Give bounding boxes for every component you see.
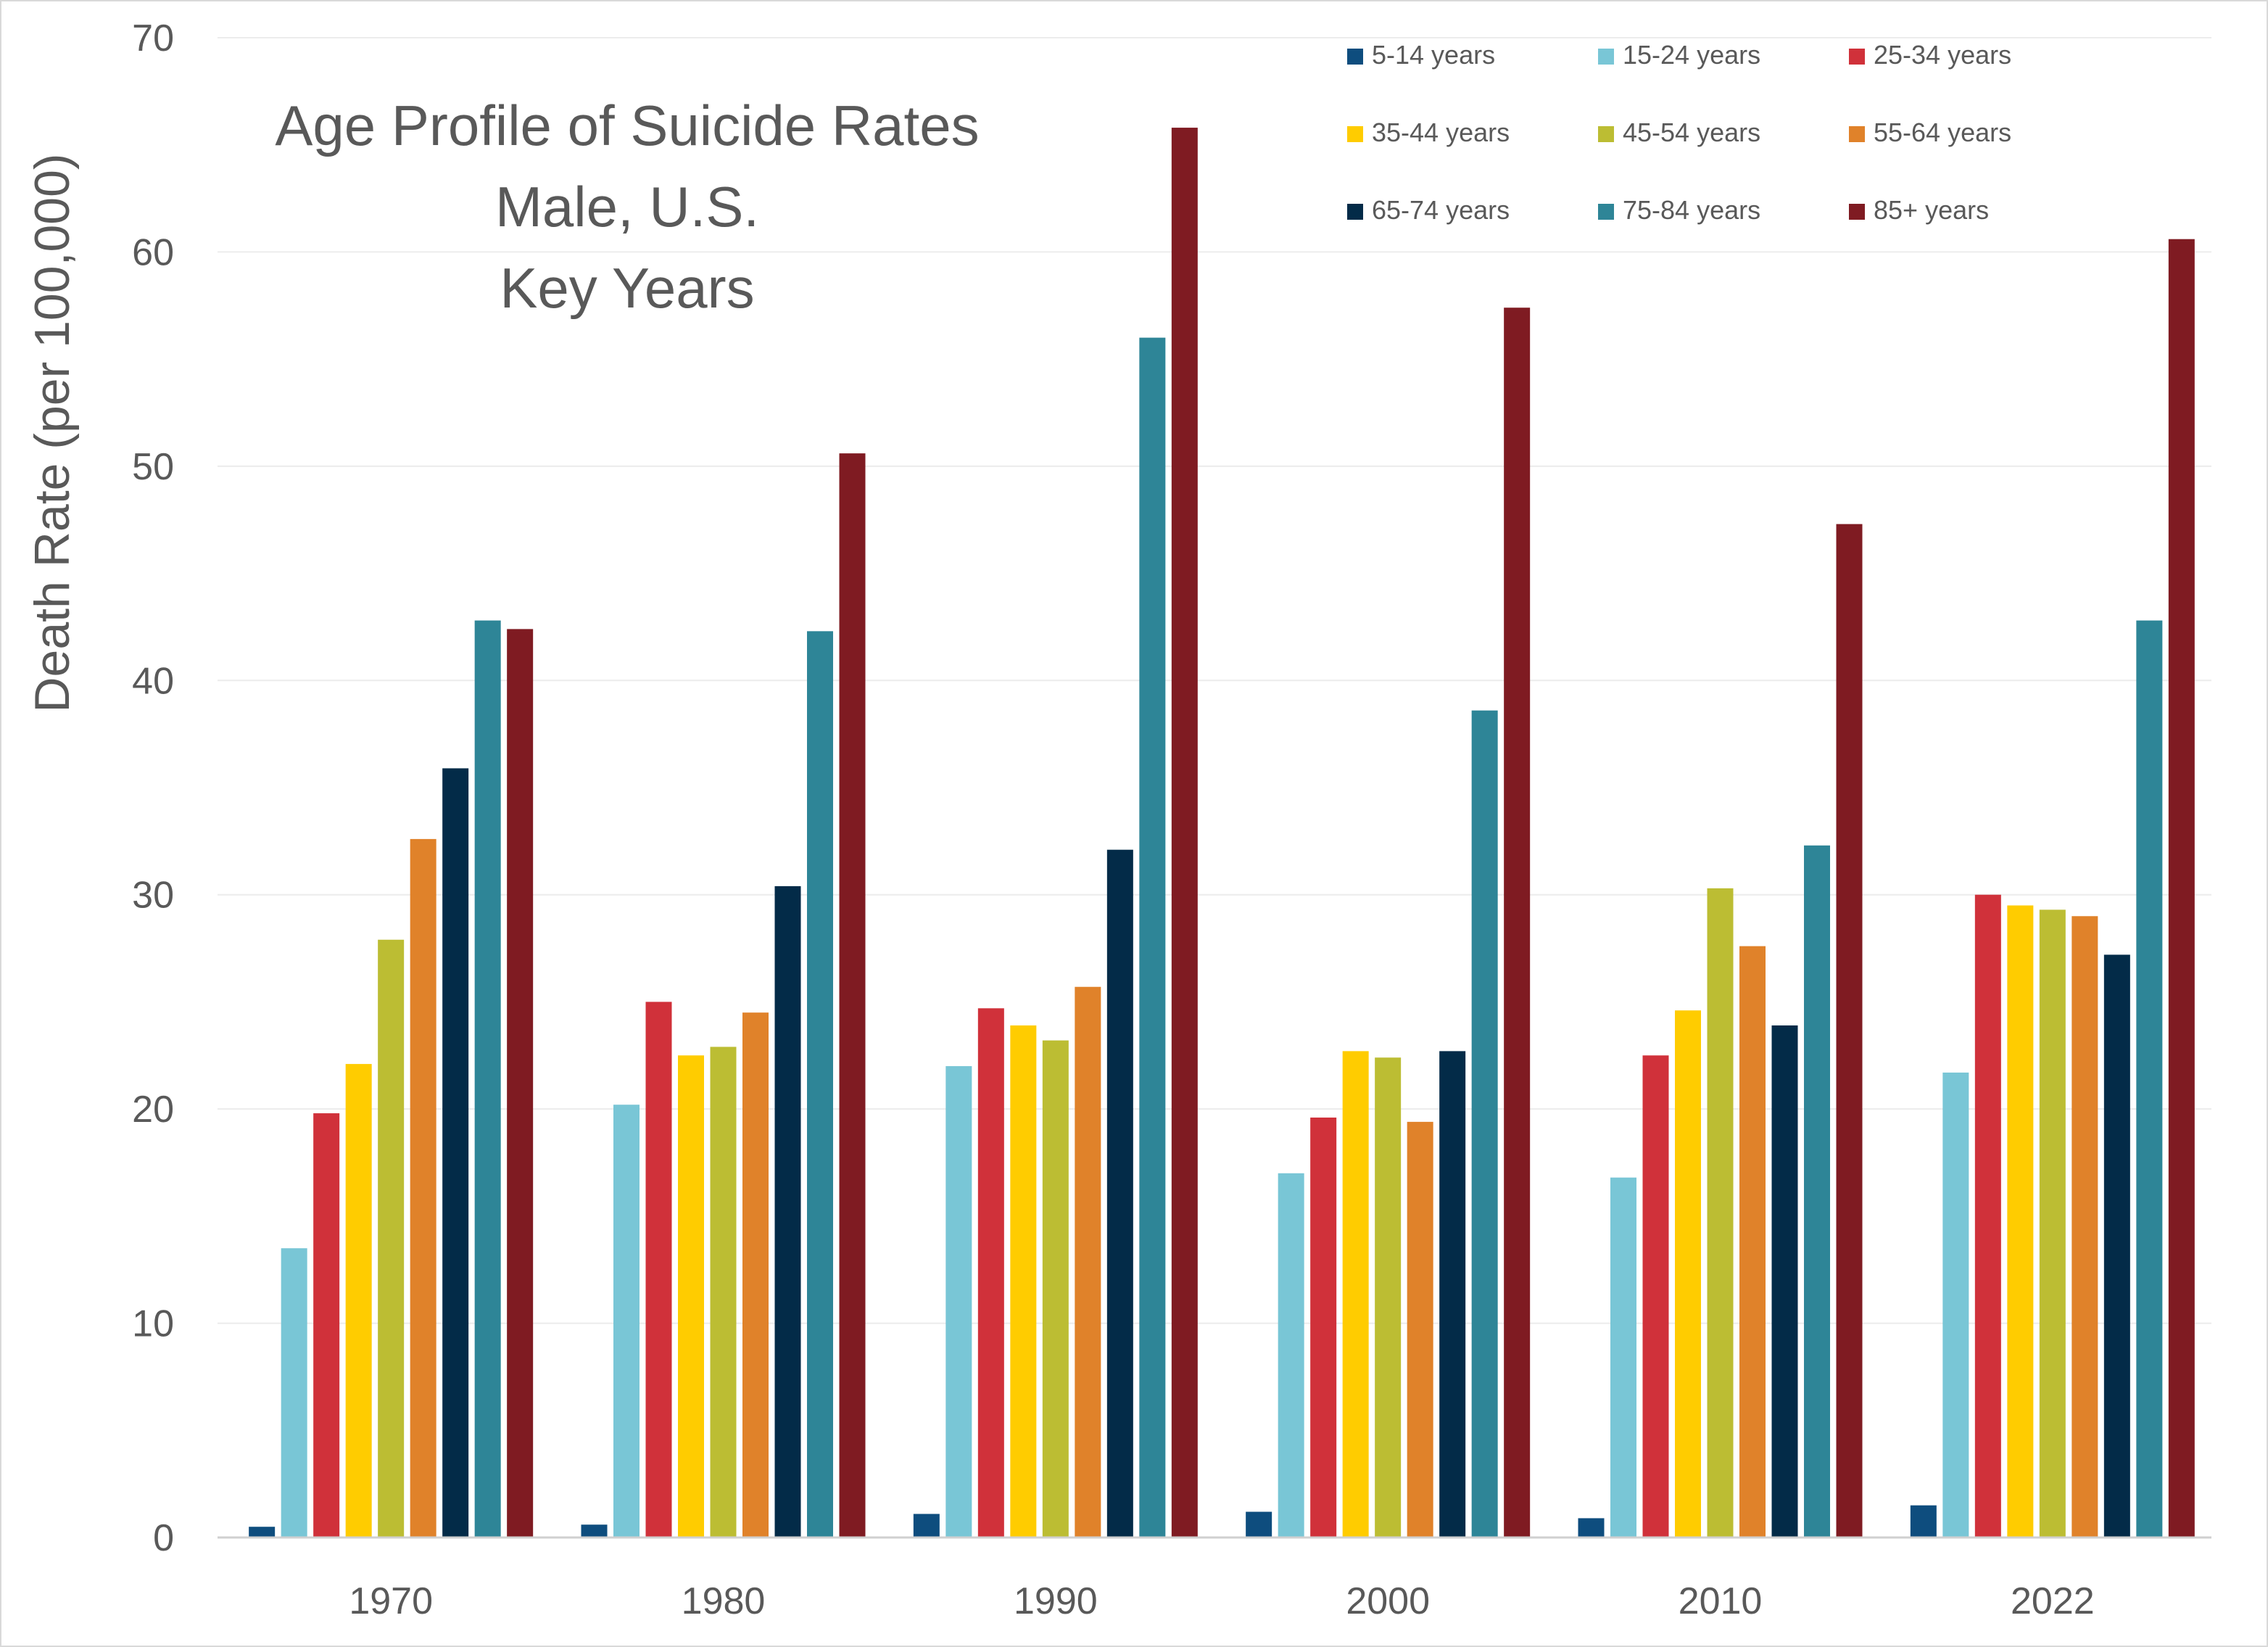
bar-35-44-years-2000 (1342, 1051, 1369, 1537)
y-tick-label: 50 (132, 446, 174, 488)
bar-65-74-years-2022 (2103, 954, 2130, 1537)
bar-15-24-years-1970 (281, 1248, 307, 1537)
bar-25-34-years-2010 (1642, 1055, 1669, 1537)
bar-85-years-2022 (2168, 239, 2195, 1537)
legend-label: 5-14 years (1372, 40, 1495, 70)
bar-75-84-years-1990 (1139, 337, 1166, 1538)
legend-label: 45-54 years (1623, 117, 1760, 147)
legend-swatch (1849, 204, 1865, 220)
legend-label: 75-84 years (1623, 195, 1760, 225)
bar-45-54-years-2010 (1707, 888, 1734, 1537)
chart-title-line-3: Key Years (500, 256, 754, 320)
bar-25-34-years-1990 (977, 1008, 1004, 1537)
bar-45-54-years-1980 (710, 1047, 737, 1537)
bar-25-34-years-2000 (1310, 1117, 1337, 1537)
bar-65-74-years-2000 (1439, 1051, 1466, 1537)
legend-swatch (1598, 126, 1614, 142)
bar-5-14-years-1990 (913, 1514, 940, 1537)
legend-swatch (1598, 204, 1614, 220)
bar-75-84-years-2010 (1804, 845, 1830, 1537)
bar-15-24-years-2022 (1942, 1072, 1969, 1537)
legend-label: 65-74 years (1372, 195, 1510, 225)
bars (249, 128, 2195, 1538)
y-tick-label: 20 (132, 1089, 174, 1131)
bar-35-44-years-1980 (678, 1055, 704, 1537)
gridlines (218, 37, 2211, 1324)
x-tick-label: 2010 (1679, 1580, 1763, 1622)
chart-title: Age Profile of Suicide Rates Male, U.S. … (275, 94, 979, 320)
bar-35-44-years-1970 (345, 1064, 372, 1537)
bar-5-14-years-2022 (1910, 1505, 1937, 1537)
bar-55-64-years-1980 (742, 1012, 769, 1537)
bar-75-84-years-2000 (1471, 710, 1498, 1537)
x-tick-label: 1980 (682, 1580, 766, 1622)
bar-65-74-years-1990 (1106, 849, 1133, 1537)
y-axis-title: Death Rate (per 100,000) (25, 153, 80, 712)
legend-label: 35-44 years (1372, 117, 1510, 147)
bar-55-64-years-1990 (1075, 986, 1101, 1537)
bar-35-44-years-2010 (1675, 1010, 1701, 1537)
chart-title-line-1: Age Profile of Suicide Rates (275, 94, 979, 157)
y-tick-label: 40 (132, 660, 174, 702)
legend-label: 25-34 years (1874, 40, 2011, 70)
bar-35-44-years-2022 (2007, 905, 2034, 1537)
bar-85-years-1990 (1171, 128, 1198, 1538)
x-tick-label: 2000 (1346, 1580, 1430, 1622)
y-tick-label: 0 (153, 1517, 174, 1559)
bar-15-24-years-2010 (1610, 1177, 1636, 1537)
bar-85-years-2000 (1504, 307, 1531, 1537)
legend-swatch (1849, 49, 1865, 65)
bar-65-74-years-2010 (1771, 1025, 1798, 1537)
y-tick-label: 60 (132, 231, 174, 273)
bar-75-84-years-1980 (807, 631, 833, 1537)
legend-swatch (1347, 126, 1363, 142)
bar-15-24-years-2000 (1278, 1173, 1304, 1537)
y-tick-label: 70 (132, 17, 174, 59)
y-tick-label: 30 (132, 875, 174, 917)
bar-65-74-years-1970 (442, 768, 469, 1537)
chart-title-line-2: Male, U.S. (495, 175, 759, 239)
y-tick-label: 10 (132, 1303, 174, 1345)
x-tick-label: 1970 (349, 1580, 433, 1622)
bar-85-years-1980 (839, 453, 866, 1538)
bar-55-64-years-1970 (410, 838, 436, 1537)
bar-55-64-years-2010 (1739, 946, 1766, 1537)
y-tick-labels: 0 10 20 30 40 50 60 70 (132, 17, 174, 1559)
bar-45-54-years-1990 (1042, 1040, 1069, 1537)
bar-45-54-years-1970 (378, 939, 405, 1537)
bar-75-84-years-1970 (474, 620, 501, 1538)
legend-swatch (1347, 204, 1363, 220)
x-tick-label: 1990 (1014, 1580, 1098, 1622)
bar-15-24-years-1990 (945, 1066, 972, 1537)
bar-5-14-years-2010 (1578, 1518, 1605, 1537)
legend-swatch (1347, 49, 1363, 65)
bar-55-64-years-2022 (2072, 916, 2098, 1537)
legend-label: 55-64 years (1874, 117, 2011, 147)
bar-85-years-2010 (1836, 524, 1863, 1538)
bar-35-44-years-1990 (1010, 1025, 1037, 1537)
bar-25-34-years-1980 (645, 1002, 672, 1537)
bar-55-64-years-2000 (1407, 1121, 1433, 1537)
bar-65-74-years-1980 (774, 886, 801, 1537)
legend-label: 15-24 years (1623, 40, 1760, 70)
bar-85-years-1970 (507, 629, 534, 1538)
bar-25-34-years-2022 (1974, 894, 2001, 1537)
bar-15-24-years-1980 (613, 1105, 640, 1537)
legend-swatch (1849, 126, 1865, 142)
bar-25-34-years-1970 (313, 1113, 340, 1537)
bar-5-14-years-1970 (249, 1527, 276, 1537)
bar-5-14-years-2000 (1246, 1511, 1272, 1537)
legend: 5-14 years 15-24 years 25-34 years 35-44 ye… (1347, 40, 2011, 225)
x-tick-label: 2022 (2011, 1580, 2095, 1622)
bar-45-54-years-2022 (2039, 909, 2066, 1537)
category-labels: 1970 1980 1990 2000 2010 2022 (349, 1580, 2094, 1622)
legend-swatch (1598, 49, 1614, 65)
bar-5-14-years-1980 (581, 1524, 608, 1537)
bar-75-84-years-2022 (2136, 620, 2163, 1538)
legend-label: 85+ years (1874, 195, 1989, 225)
bar-45-54-years-2000 (1375, 1057, 1402, 1537)
